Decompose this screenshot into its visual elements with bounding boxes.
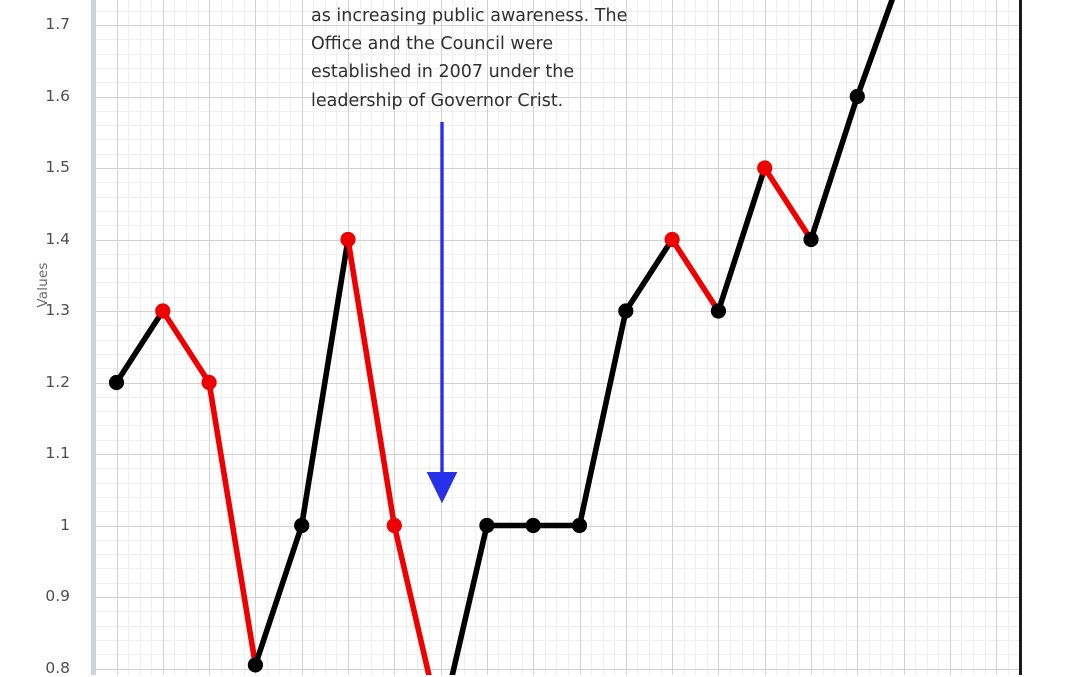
series-segment	[808, 93, 861, 243]
series-segment	[113, 308, 166, 386]
data-point-marker	[757, 160, 773, 176]
y-axis-tick-label: 1	[60, 515, 70, 534]
data-point-marker	[386, 517, 402, 534]
series-segment	[622, 236, 675, 314]
data-point-marker	[664, 231, 680, 248]
data-point-marker	[247, 657, 263, 673]
y-axis-tick-label: 1.3	[45, 301, 70, 319]
series-segment	[345, 236, 398, 529]
series-segment	[854, 0, 895, 100]
y-axis-tick-label: 1.1	[45, 444, 70, 462]
data-series-layer	[108, 0, 895, 675]
y-axis-tick-label: 1.7	[45, 15, 70, 33]
y-axis-tick-label: 0.8	[45, 658, 70, 677]
series-segment	[576, 308, 629, 529]
series-segment	[715, 165, 768, 314]
major-gridlines	[96, 0, 1019, 675]
series-segment	[761, 165, 814, 243]
y-axis-tick-label: 1.6	[45, 86, 70, 105]
y-axis-tick-label: 1.4	[45, 229, 70, 248]
series-segment	[391, 522, 432, 675]
data-point-marker	[618, 303, 634, 319]
y-axis-tick-label: 0.9	[45, 587, 70, 605]
data-point-marker	[525, 517, 541, 534]
data-point-marker	[849, 88, 865, 105]
series-segment	[160, 308, 212, 386]
series-segment	[252, 522, 305, 668]
chart-annotation-text: as increasing public awareness. The Offi…	[311, 6, 628, 111]
y-axis-tick-label: 1.5	[45, 158, 70, 176]
data-point-marker	[155, 303, 171, 319]
data-point-marker	[340, 231, 356, 248]
data-point-marker	[294, 517, 310, 534]
data-point-marker	[479, 517, 495, 534]
data-point-marker	[571, 517, 588, 534]
data-point-marker	[710, 303, 727, 319]
data-point-marker	[803, 231, 819, 248]
series-segment	[669, 236, 722, 314]
y-axis-title: Values	[35, 262, 51, 308]
series-segment	[298, 236, 351, 529]
series-segment	[449, 522, 490, 675]
data-point-marker	[108, 374, 125, 391]
data-point-marker	[201, 374, 217, 391]
series-segment	[206, 379, 259, 668]
y-axis-tick-label: 1.2	[45, 372, 70, 391]
axis-spines	[91, 0, 1022, 675]
